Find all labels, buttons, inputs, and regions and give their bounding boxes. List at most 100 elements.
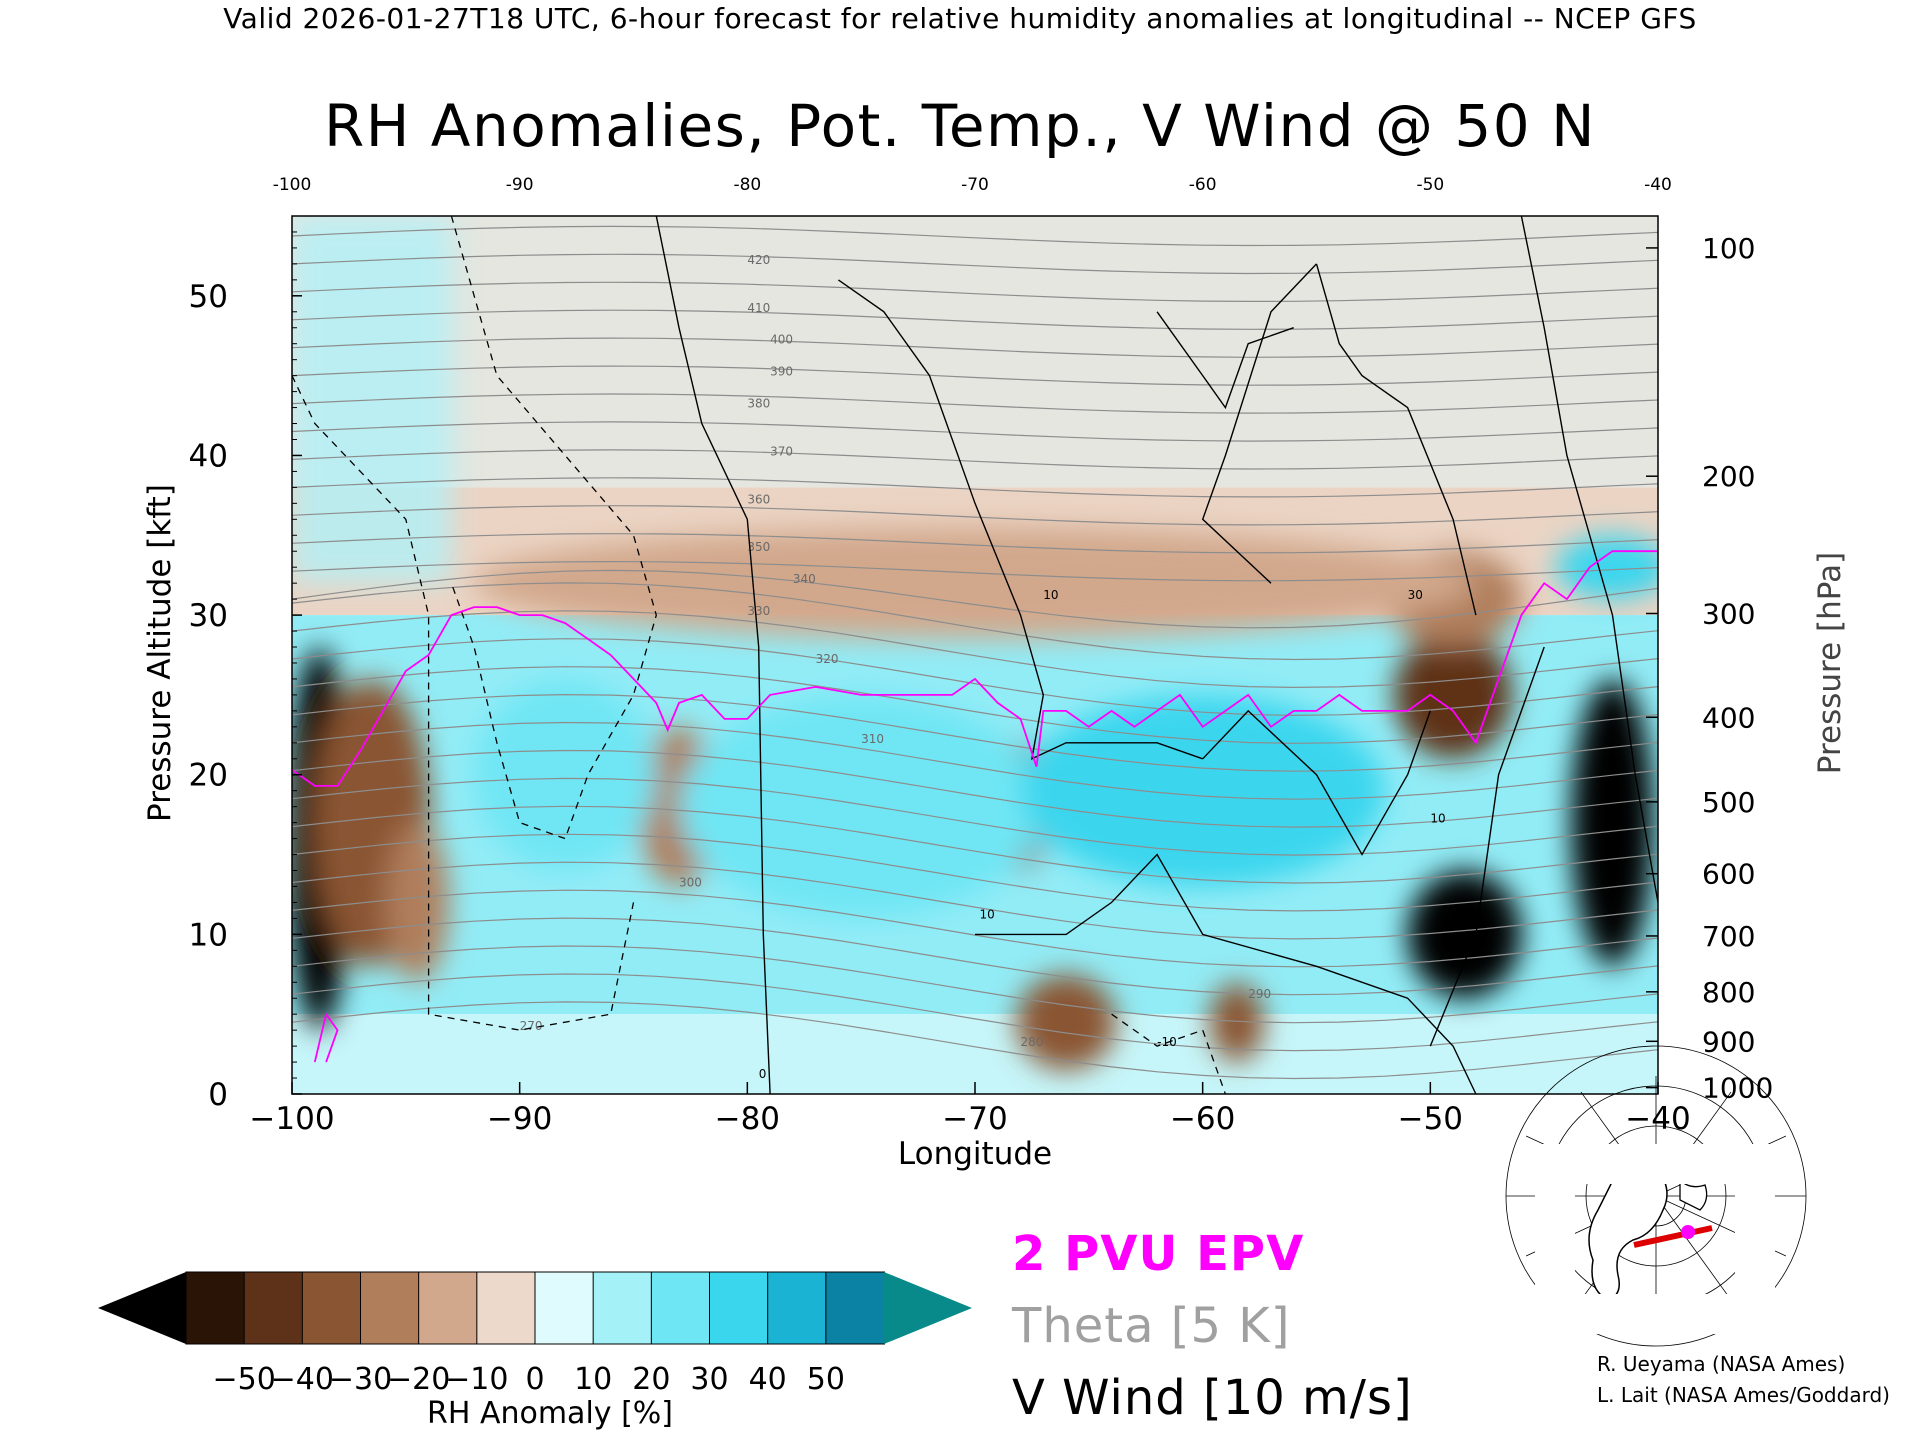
pressure-tick-label: 400 (1702, 701, 1755, 734)
colorbar-segment (825, 1271, 885, 1345)
pressure-tick-label: 900 (1702, 1025, 1755, 1058)
y-axis-label-left: Pressure Altitude [kft] (142, 484, 178, 822)
pressure-tick-label: 100 (1702, 232, 1755, 265)
colorbar-tick-label: −50 (213, 1362, 276, 1397)
chart-title: RH Anomalies, Pot. Temp., V Wind @ 50 N (323, 92, 1597, 160)
y-axis-label-right: Pressure [hPa] (1812, 551, 1848, 775)
y-tick-label: 0 (208, 1077, 228, 1113)
bg-boundary-layer (292, 1014, 1658, 1094)
x-tick-label: −70 (942, 1101, 1007, 1137)
theta-isentrope (292, 533, 1658, 554)
theta-label: 350 (747, 540, 770, 554)
vwind-label: 0 (759, 1067, 767, 1081)
plot-area: 2702802903003103203303403503603703803904… (292, 216, 1658, 1094)
theta-isentrope (292, 449, 1658, 470)
colorbar-tick-label: 10 (574, 1362, 612, 1397)
theta-label: 420 (747, 253, 770, 267)
credit-line-1: R. Ueyama (NASA Ames) (1597, 1352, 1846, 1376)
vwind-label: -10 (1157, 1035, 1177, 1049)
rh-anomaly-cell (1407, 870, 1522, 999)
rh-anomaly-cell (1015, 974, 1117, 1071)
theta-isentrope (292, 365, 1658, 386)
vwind-negative-contour (292, 375, 635, 1031)
rh-anomaly-cell (679, 694, 1044, 919)
pressure-tick-label: 700 (1702, 920, 1755, 953)
theta-label: 320 (816, 652, 839, 666)
colorbar-over-arrow (884, 1272, 972, 1344)
x-tick-label: −50 (1398, 1101, 1463, 1137)
map-section-marker (1681, 1225, 1695, 1239)
theta-isentrope (292, 582, 1658, 661)
colorbar-segment (185, 1271, 246, 1345)
colorbar-segment (301, 1271, 362, 1345)
theta-label: 280 (1021, 1035, 1044, 1049)
colorbar-tick-label: −30 (329, 1362, 392, 1397)
colorbar-label: RH Anomaly [%] (427, 1396, 673, 1431)
epv-2pvu-line (292, 550, 1658, 787)
theta-label: 330 (747, 604, 770, 618)
vwind-contour (1520, 216, 1658, 903)
map-mask (1535, 1144, 1775, 1334)
theta-isentrope (292, 505, 1658, 526)
colorbar-tick-label: 20 (632, 1362, 670, 1397)
vwind-label: 10 (1430, 812, 1445, 826)
colorbar-segment (709, 1271, 769, 1345)
theta-label: 310 (861, 732, 884, 746)
legend-vwind: V Wind [10 m/s] (1012, 1370, 1413, 1426)
pressure-tick-label: 800 (1702, 976, 1755, 1009)
x-top-tick-label: -70 (961, 175, 989, 195)
colorbar-tick-label: 30 (690, 1362, 728, 1397)
colorbar-segment (534, 1271, 595, 1345)
theta-isentrope (292, 861, 1658, 940)
theta-isentrope (292, 749, 1658, 828)
theta-isentrope (292, 569, 1658, 629)
colorbar-tick-label: −20 (387, 1362, 450, 1397)
theta-label: 410 (747, 301, 770, 315)
rh-anomaly-cell (1571, 678, 1654, 967)
rh-anomaly-cell (1393, 631, 1513, 759)
vwind-contour (1315, 263, 1477, 616)
rh-anomaly-cell (474, 678, 657, 871)
theta-isentrope (292, 393, 1658, 414)
rh-anomaly-cell (1020, 694, 1385, 887)
vwind-label: 10 (980, 907, 995, 921)
vwind-contour (1202, 709, 1431, 856)
theta-isentrope (292, 833, 1658, 912)
rh-anomaly-cell (1209, 982, 1265, 1063)
vwind-label: 30 (1408, 588, 1423, 602)
epv-2pvu-island (313, 1012, 339, 1063)
vwind-contour (1201, 263, 1318, 584)
theta-isentrope (292, 610, 1658, 689)
x-tick-label: −40 (1625, 1101, 1690, 1137)
theta-isentrope (292, 805, 1658, 884)
theta-isentrope (292, 666, 1658, 744)
theta-isentrope (292, 945, 1658, 1024)
rh-anomaly-cell (474, 527, 1476, 640)
map-greenland (1679, 1178, 1708, 1211)
colorbar-tick-label: 0 (525, 1362, 544, 1397)
colorbar-segment (243, 1271, 304, 1345)
y-tick-label: 10 (189, 917, 228, 953)
colorbar-tick-label: 40 (749, 1362, 787, 1397)
colorbar-tick-label: −10 (445, 1362, 508, 1397)
vwind-label: 10 (1043, 588, 1058, 602)
theta-isentrope (292, 253, 1658, 275)
vwind-negative-contour (450, 216, 657, 840)
colorbar-segment (476, 1271, 537, 1345)
rh-anomaly-cell (385, 822, 450, 983)
pressure-tick-label: 600 (1702, 858, 1755, 891)
x-tick-label: −80 (715, 1101, 780, 1137)
colorbar-segment (592, 1271, 653, 1345)
x-top-tick-label: -60 (1189, 175, 1217, 195)
theta-isentrope (292, 421, 1658, 442)
theta-isentrope (292, 281, 1658, 302)
theta-label: 300 (679, 875, 702, 889)
theta-contours (292, 225, 1658, 1080)
vwind-negative-contours (292, 216, 1227, 1094)
map-section-line (1633, 1225, 1713, 1248)
theta-isentrope (292, 477, 1658, 498)
pressure-tick-label: 300 (1702, 597, 1755, 630)
theta-isentrope (292, 693, 1658, 772)
theta-isentrope (292, 638, 1658, 717)
